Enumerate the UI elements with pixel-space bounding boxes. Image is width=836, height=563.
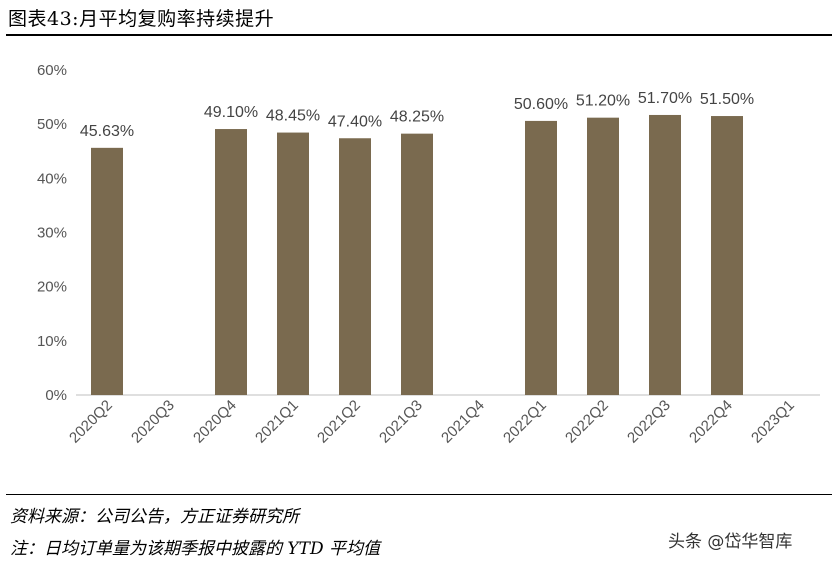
y-tick-label: 30%	[37, 225, 67, 242]
y-tick-label: 60%	[37, 62, 67, 79]
y-tick-label: 40%	[37, 170, 67, 187]
x-tick-label: 2020Q2	[66, 397, 116, 447]
data-label: 48.45%	[266, 108, 320, 125]
x-tick-label: 2020Q3	[128, 397, 178, 447]
x-tick-label: 2021Q3	[376, 397, 426, 447]
data-label: 47.40%	[328, 113, 382, 130]
bar-chart: 0% 10% 20% 30% 40% 50% 60% 45.63% 2020Q2 2020Q3 49…	[37, 62, 820, 447]
bar	[525, 120, 557, 396]
x-tick-label: 2021Q4	[438, 397, 488, 447]
bar	[91, 147, 123, 395]
data-label: 50.60%	[514, 96, 568, 113]
data-label: 48.25%	[390, 109, 444, 126]
title-divider	[6, 34, 832, 36]
watermark: 头条 @岱华智库	[668, 532, 793, 552]
source-note: 资料来源：公司公告，方正证券研究所	[10, 507, 299, 527]
chart-title: 图表43:月平均复购率持续提升	[8, 8, 275, 30]
x-tick-label: 2021Q2	[314, 397, 364, 447]
x-tick-label: 2020Q4	[190, 397, 240, 447]
x-tick-label: 2022Q3	[624, 397, 674, 447]
bar	[587, 117, 619, 396]
footer-divider	[6, 494, 832, 495]
data-label: 51.70%	[638, 90, 692, 107]
data-label: 51.20%	[576, 93, 630, 110]
data-label: 45.63%	[80, 123, 134, 140]
bar	[649, 114, 681, 395]
data-label: 49.10%	[204, 104, 258, 121]
y-tick-label: 0%	[45, 387, 67, 404]
footnote: 注：日均订单量为该期季报中披露的 YTD 平均值	[10, 539, 380, 559]
bar	[339, 138, 371, 395]
y-tick-label: 20%	[37, 279, 67, 296]
x-tick-label: 2022Q2	[562, 397, 612, 447]
x-tick-label: 2022Q1	[500, 397, 550, 447]
bar	[401, 133, 433, 396]
x-tick-label: 2021Q1	[252, 397, 302, 447]
x-tick-label: 2023Q1	[748, 397, 798, 447]
bar	[277, 132, 309, 395]
x-tick-label: 2022Q4	[686, 397, 736, 447]
y-tick-label: 50%	[37, 116, 67, 133]
y-tick-label: 10%	[37, 333, 67, 350]
bar	[215, 129, 247, 395]
bar	[711, 116, 743, 396]
data-label: 51.50%	[700, 91, 754, 108]
